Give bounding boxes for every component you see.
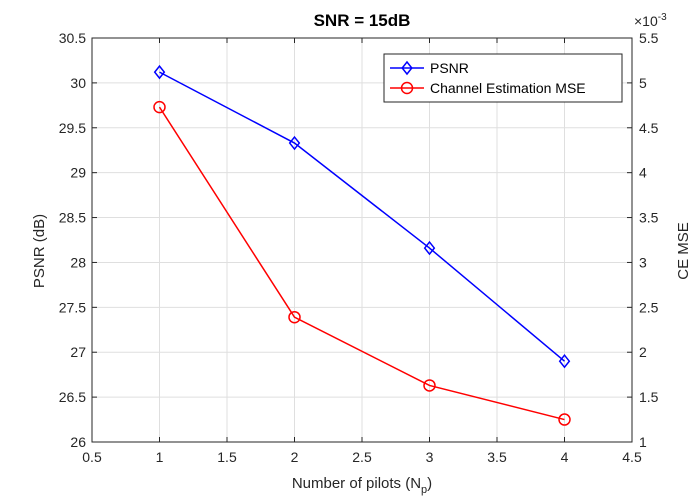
y-left-tick-label: 30 xyxy=(70,75,86,91)
data-point-marker xyxy=(558,353,571,369)
y-left-tick-label: 28.5 xyxy=(59,210,86,226)
y-right-tick-label: 2 xyxy=(639,344,647,360)
x-axis-label-close: ) xyxy=(427,475,432,492)
data-point-marker xyxy=(288,310,301,324)
data-point-marker xyxy=(558,413,571,426)
legend-box xyxy=(383,53,623,103)
y-axis-left-label: PSNR (dB) xyxy=(31,214,48,288)
series-layer xyxy=(153,64,571,426)
y-left-tick-label: 26 xyxy=(70,434,86,450)
data-point-marker xyxy=(153,64,166,80)
legend-marker xyxy=(400,81,414,95)
x-tick-label: 2.5 xyxy=(352,449,372,465)
x-tick-label: 1 xyxy=(156,449,164,465)
series-ce-mse xyxy=(153,100,571,426)
y-left-tick-label: 28 xyxy=(70,254,86,270)
x-tick-label: 0.5 xyxy=(82,449,102,465)
x-tick-label: 3 xyxy=(426,449,434,465)
y-axis-right-exponent-power: -3 xyxy=(658,12,667,23)
y-right-tick-label: 2.5 xyxy=(639,299,659,315)
data-point-marker xyxy=(288,135,301,151)
y-right-tick-label: 1 xyxy=(639,434,647,450)
x-tick-label: 3.5 xyxy=(487,449,507,465)
x-tick-label: 4 xyxy=(561,449,569,465)
y-right-tick-label: 4.5 xyxy=(639,120,659,136)
y-axis-right-exponent: ×10-3 xyxy=(634,12,667,29)
data-point-marker xyxy=(423,379,436,392)
y-axis-right-exponent-base: ×10 xyxy=(634,13,658,29)
legend-marker xyxy=(401,60,413,76)
series-line xyxy=(158,106,565,421)
y-left-tick-label: 29.5 xyxy=(59,120,86,136)
y-right-tick-label: 1.5 xyxy=(639,389,659,405)
x-axis-label-main: Number of pilots (N xyxy=(292,475,421,492)
x-axis-label-subscript: p xyxy=(421,484,427,496)
y-right-tick-label: 4 xyxy=(639,165,647,181)
y-left-tick-label: 27 xyxy=(70,344,86,360)
x-tick-label: 4.5 xyxy=(622,449,642,465)
x-axis-label: Number of pilots (Np) xyxy=(292,475,432,496)
legend-label: PSNR xyxy=(430,60,469,76)
y-right-tick-label: 5.5 xyxy=(639,30,659,46)
y-right-tick-label: 3 xyxy=(639,254,647,270)
data-point-marker xyxy=(423,240,436,256)
legend-label: Channel Estimation MSE xyxy=(430,80,586,96)
series-line xyxy=(159,71,565,362)
x-tick-label: 1.5 xyxy=(217,449,237,465)
data-point-marker xyxy=(153,100,166,114)
series-psnr xyxy=(153,64,571,369)
y-left-tick-label: 27.5 xyxy=(59,299,86,315)
legend: PSNR Channel Estimation MSE xyxy=(383,53,623,103)
x-tick-label: 2 xyxy=(291,449,299,465)
y-left-tick-label: 30.5 xyxy=(59,30,86,46)
tick-layer: 0.5 1 1.5 2 2.5 3 3.5 4 4.5 26 26.5 27 27.5 28 28.5 29 2… xyxy=(59,30,659,465)
y-left-tick-label: 26.5 xyxy=(59,389,86,405)
y-left-tick-label: 29 xyxy=(70,165,86,181)
y-right-tick-label: 3.5 xyxy=(639,210,659,226)
y-right-tick-label: 5 xyxy=(639,75,647,91)
y-axis-right-label: CE MSE xyxy=(675,222,692,280)
chart-title: SNR = 15dB xyxy=(314,11,411,30)
